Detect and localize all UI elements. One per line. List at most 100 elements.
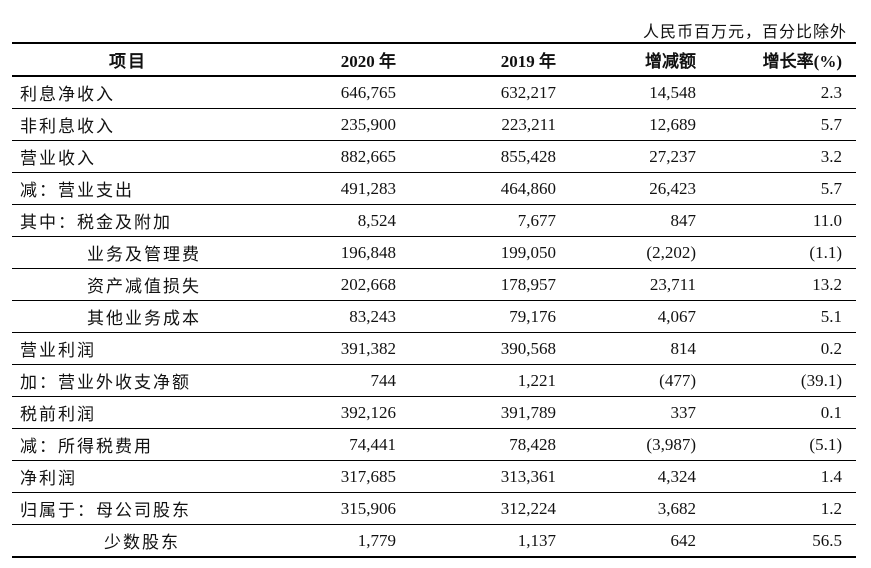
row-label: 加：营业外收支净额 xyxy=(12,364,244,397)
cell-2019: 312,224 xyxy=(409,492,569,525)
row-label: 减：所得税费用 xyxy=(12,428,244,461)
cell-rate: 5.7 xyxy=(709,172,856,205)
cell-change: 27,237 xyxy=(569,140,709,173)
cell-change: 642 xyxy=(569,524,709,558)
cell-rate: 1.2 xyxy=(709,492,856,525)
cell-change: (477) xyxy=(569,364,709,397)
unit-note: 人民币百万元，百分比除外 xyxy=(642,22,847,41)
row-label: 营业收入 xyxy=(12,140,244,173)
cell-2019: 1,221 xyxy=(409,364,569,397)
table-body: 利息净收入 646,765 632,217 14,548 2.3 非利息收入 235,900… xyxy=(12,76,856,558)
cell-2020: 235,900 xyxy=(244,108,409,141)
cell-change: 814 xyxy=(569,332,709,365)
cell-2020: 83,243 xyxy=(244,300,409,333)
cell-2019: 199,050 xyxy=(409,236,569,269)
cell-2020: 491,283 xyxy=(244,172,409,205)
cell-2019: 391,789 xyxy=(409,396,569,429)
cell-rate: 13.2 xyxy=(709,268,856,301)
cell-2020: 74,441 xyxy=(244,428,409,461)
cell-rate: 11.0 xyxy=(709,204,856,237)
cell-change: 337 xyxy=(569,396,709,429)
cell-2020: 317,685 xyxy=(244,460,409,493)
cell-change: (3,987) xyxy=(569,428,709,461)
cell-rate: 3.2 xyxy=(709,140,856,173)
cell-2019: 79,176 xyxy=(409,300,569,333)
row-label: 资产减值损失 xyxy=(12,268,244,301)
row-label: 其他业务成本 xyxy=(12,300,244,333)
cell-change: 12,689 xyxy=(569,108,709,141)
table-row: 加：营业外收支净额 744 1,221 (477) (39.1) xyxy=(12,364,856,397)
table-row: 归属于：母公司股东 315,906 312,224 3,682 1.2 xyxy=(12,492,856,525)
cell-rate: (39.1) xyxy=(709,364,856,397)
cell-change: 26,423 xyxy=(569,172,709,205)
row-label: 其中：税金及附加 xyxy=(12,204,244,237)
table-row: 利息净收入 646,765 632,217 14,548 2.3 xyxy=(12,76,856,109)
row-label: 税前利润 xyxy=(12,396,244,429)
cell-2020: 744 xyxy=(244,364,409,397)
cell-rate: (5.1) xyxy=(709,428,856,461)
cell-rate: 0.1 xyxy=(709,396,856,429)
cell-2020: 196,848 xyxy=(244,236,409,269)
table-row: 其他业务成本 83,243 79,176 4,067 5.1 xyxy=(12,300,856,333)
cell-change: 3,682 xyxy=(569,492,709,525)
cell-2019: 632,217 xyxy=(409,76,569,109)
cell-rate: 0.2 xyxy=(709,332,856,365)
cell-2020: 1,779 xyxy=(244,524,409,558)
cell-2019: 7,677 xyxy=(409,204,569,237)
cell-change: 4,067 xyxy=(569,300,709,333)
cell-2020: 315,906 xyxy=(244,492,409,525)
cell-2019: 178,957 xyxy=(409,268,569,301)
cell-2019: 855,428 xyxy=(409,140,569,173)
cell-rate: 5.7 xyxy=(709,108,856,141)
row-label: 净利润 xyxy=(12,460,244,493)
table-row: 少数股东 1,779 1,137 642 56.5 xyxy=(12,524,856,558)
income-statement-table: 项目 2020 年 2019 年 增减额 增长率(%) 利息净收入 646,765… xyxy=(12,42,856,558)
table-row: 税前利润 392,126 391,789 337 0.1 xyxy=(12,396,856,429)
cell-2019: 78,428 xyxy=(409,428,569,461)
row-label: 利息净收入 xyxy=(12,76,244,109)
row-label: 业务及管理费 xyxy=(12,236,244,269)
cell-change: 14,548 xyxy=(569,76,709,109)
cell-2020: 392,126 xyxy=(244,396,409,429)
cell-2019: 223,211 xyxy=(409,108,569,141)
table-row: 营业利润 391,382 390,568 814 0.2 xyxy=(12,332,856,365)
table-row: 业务及管理费 196,848 199,050 (2,202) (1.1) xyxy=(12,236,856,269)
table-header: 项目 2020 年 2019 年 增减额 增长率(%) xyxy=(12,42,856,77)
cell-2020: 8,524 xyxy=(244,204,409,237)
table-row: 非利息收入 235,900 223,211 12,689 5.7 xyxy=(12,108,856,141)
cell-2019: 464,860 xyxy=(409,172,569,205)
cell-rate: (1.1) xyxy=(709,236,856,269)
cell-2019: 1,137 xyxy=(409,524,569,558)
header-change: 增减额 xyxy=(569,42,709,77)
table-row: 减：营业支出 491,283 464,860 26,423 5.7 xyxy=(12,172,856,205)
table-row: 减：所得税费用 74,441 78,428 (3,987) (5.1) xyxy=(12,428,856,461)
cell-rate: 1.4 xyxy=(709,460,856,493)
cell-2020: 646,765 xyxy=(244,76,409,109)
cell-2019: 313,361 xyxy=(409,460,569,493)
cell-2020: 202,668 xyxy=(244,268,409,301)
table-row: 营业收入 882,665 855,428 27,237 3.2 xyxy=(12,140,856,173)
row-label: 营业利润 xyxy=(12,332,244,365)
table-row: 资产减值损失 202,668 178,957 23,711 13.2 xyxy=(12,268,856,301)
cell-rate: 2.3 xyxy=(709,76,856,109)
cell-change: 847 xyxy=(569,204,709,237)
cell-2020: 882,665 xyxy=(244,140,409,173)
cell-change: 4,324 xyxy=(569,460,709,493)
header-item: 项目 xyxy=(12,42,244,77)
table-row: 其中：税金及附加 8,524 7,677 847 11.0 xyxy=(12,204,856,237)
cell-change: (2,202) xyxy=(569,236,709,269)
table-row: 净利润 317,685 313,361 4,324 1.4 xyxy=(12,460,856,493)
header-2020: 2020 年 xyxy=(244,42,409,77)
row-label: 非利息收入 xyxy=(12,108,244,141)
cell-change: 23,711 xyxy=(569,268,709,301)
cell-rate: 56.5 xyxy=(709,524,856,558)
row-label: 归属于：母公司股东 xyxy=(12,492,244,525)
header-2019: 2019 年 xyxy=(409,42,569,77)
row-label: 少数股东 xyxy=(12,524,244,558)
cell-2019: 390,568 xyxy=(409,332,569,365)
header-rate: 增长率(%) xyxy=(709,42,856,77)
cell-rate: 5.1 xyxy=(709,300,856,333)
header-row: 项目 2020 年 2019 年 增减额 增长率(%) xyxy=(12,42,856,77)
row-label: 减：营业支出 xyxy=(12,172,244,205)
cell-2020: 391,382 xyxy=(244,332,409,365)
